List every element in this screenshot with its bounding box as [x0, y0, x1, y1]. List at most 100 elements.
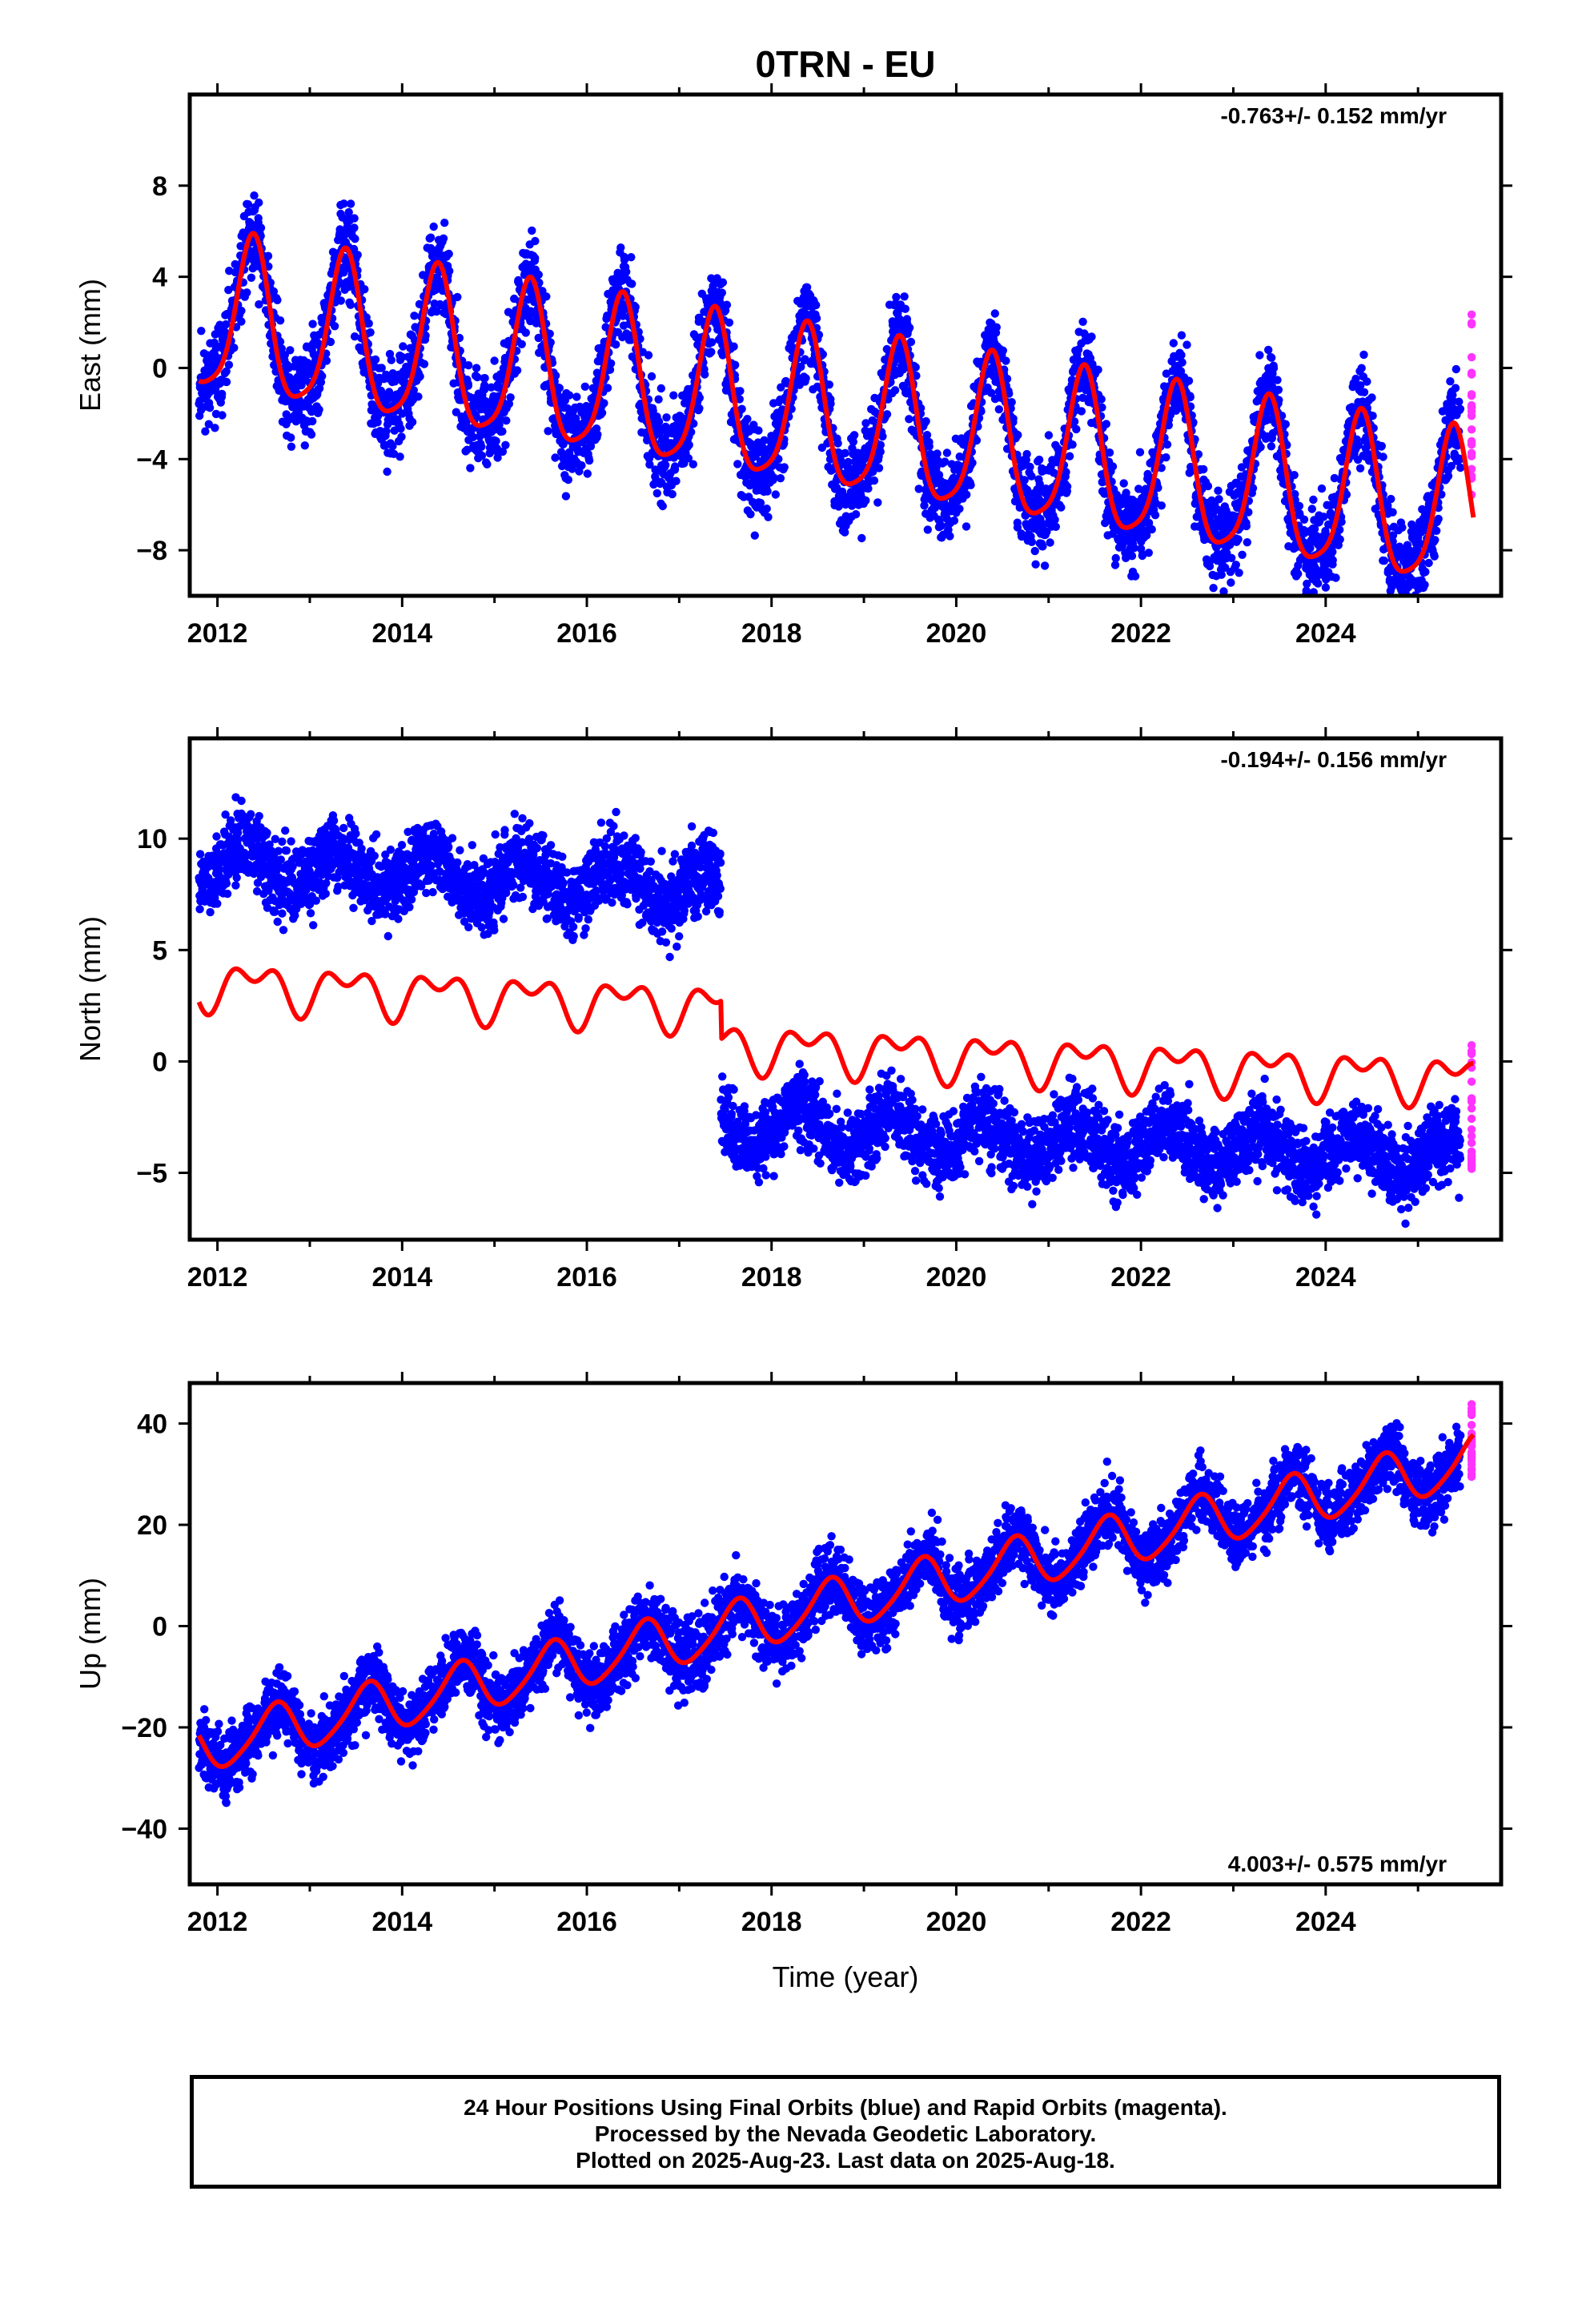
east-final-point	[224, 360, 234, 369]
north-final-point	[212, 832, 221, 841]
east-final-point	[1404, 613, 1412, 621]
east-final-point	[994, 405, 1004, 414]
east-final-point	[689, 460, 697, 468]
east-final-point	[545, 329, 554, 338]
east-final-point	[672, 476, 681, 485]
east-final-point	[230, 344, 239, 352]
east-final-point	[277, 344, 286, 353]
east-final-point	[353, 251, 362, 259]
east-final-point	[521, 328, 530, 337]
east-final-point	[962, 490, 971, 499]
east-final-point	[1281, 420, 1291, 428]
north-final-point	[222, 879, 231, 888]
east-final-point	[841, 448, 849, 457]
east-rapid-point	[1467, 403, 1476, 412]
east-final-point	[487, 383, 496, 392]
east-final-point	[620, 255, 629, 264]
east-final-point	[1359, 388, 1369, 396]
east-final-point	[1046, 538, 1054, 547]
east-final-point	[725, 318, 734, 327]
east-final-point	[1002, 356, 1010, 365]
east-final-point	[398, 352, 407, 361]
east-final-point	[1328, 547, 1337, 557]
east-final-point	[307, 430, 316, 439]
east-final-point	[1057, 503, 1066, 512]
north-final-point	[195, 850, 205, 858]
east-y-axis-label: East (mm)	[74, 279, 106, 412]
east-final-point	[1379, 557, 1389, 565]
east-final-point	[1077, 407, 1086, 416]
east-final-point	[512, 366, 522, 375]
east-final-point	[561, 492, 571, 501]
east-final-point	[583, 469, 592, 478]
east-final-point	[408, 417, 417, 427]
east-final-point	[645, 460, 654, 469]
east-final-point	[701, 370, 709, 379]
east-rapid-point	[1467, 439, 1476, 448]
east-final-point	[409, 386, 418, 395]
east-final-point	[250, 191, 259, 200]
east-final-point	[1290, 471, 1299, 480]
east-final-point	[388, 441, 397, 451]
east-final-point	[1359, 350, 1368, 360]
east-final-point	[1209, 584, 1218, 593]
east-final-point	[551, 453, 560, 462]
east-final-point	[322, 356, 331, 365]
east-final-point	[1363, 377, 1371, 386]
east-final-point	[377, 364, 386, 372]
east-final-point	[662, 413, 671, 422]
east-final-point	[869, 476, 879, 485]
east-final-point	[1215, 495, 1223, 504]
east-final-point	[1162, 440, 1172, 449]
east-final-point	[774, 455, 783, 464]
east-final-point	[923, 525, 933, 534]
east-final-point	[718, 278, 728, 287]
east-final-point	[906, 337, 916, 347]
chart-title: 0TRN - EU	[756, 43, 936, 85]
east-final-point	[275, 316, 285, 325]
east-final-point	[351, 235, 359, 243]
east-final-point	[689, 419, 698, 428]
east-final-point	[1434, 514, 1443, 524]
east-final-point	[661, 460, 670, 469]
east-final-point	[410, 312, 419, 320]
east-final-point	[654, 417, 664, 426]
east-final-point	[1214, 486, 1223, 495]
east-final-point	[1234, 535, 1243, 544]
east-final-point	[1294, 569, 1303, 578]
east-final-point	[397, 432, 406, 441]
east-final-point	[890, 386, 900, 395]
east-final-point	[1452, 364, 1461, 374]
east-final-point	[577, 461, 586, 470]
east-final-point	[812, 300, 821, 310]
north-final-point	[195, 905, 204, 914]
east-final-point	[1169, 339, 1178, 348]
east-final-point	[383, 467, 391, 476]
east-final-point	[287, 442, 296, 451]
east-final-point	[644, 351, 653, 360]
east-final-point	[416, 372, 424, 381]
east-final-point	[1144, 549, 1154, 557]
east-final-point	[864, 484, 873, 493]
east-final-point	[339, 199, 348, 208]
east-rapid-point	[1467, 352, 1476, 362]
east-final-point	[366, 328, 375, 337]
east-final-point	[593, 430, 602, 439]
east-final-point	[1186, 392, 1195, 402]
east-final-point	[1255, 351, 1264, 360]
east-rapid-point	[1467, 370, 1476, 379]
east-final-point	[275, 337, 285, 346]
east-rapid-point	[1467, 392, 1476, 400]
east-final-point	[498, 447, 508, 456]
east-final-point	[1177, 351, 1186, 360]
east-final-point	[1068, 440, 1077, 449]
east-final-point	[1072, 424, 1081, 434]
east-final-point	[387, 356, 396, 364]
east-final-point	[531, 236, 540, 246]
east-final-point	[1147, 525, 1156, 534]
east-final-point	[780, 463, 789, 472]
east-final-point	[1162, 453, 1170, 462]
east-final-point	[429, 222, 438, 231]
east-final-point	[671, 462, 680, 471]
east-final-point	[1078, 317, 1087, 326]
